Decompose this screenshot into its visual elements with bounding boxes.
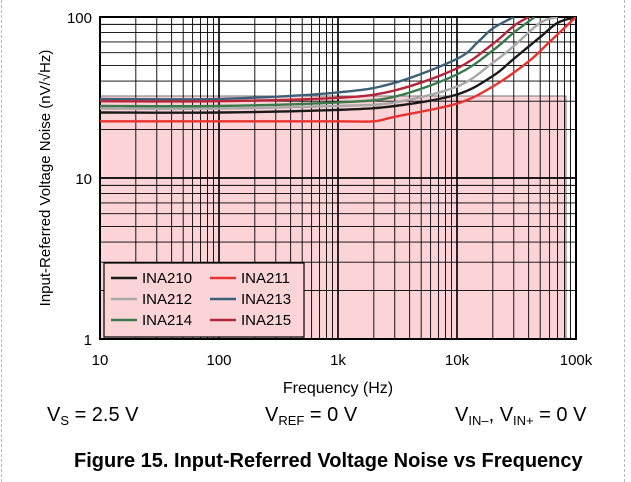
condition-vs-symbol: V xyxy=(47,404,61,426)
x-tick-label: 100 xyxy=(206,352,231,369)
series-line-ina210 xyxy=(100,17,576,114)
condition-vin-subscript-a: IN– xyxy=(468,413,489,428)
condition-vin: VIN–, VIN+ = 0 V xyxy=(455,404,586,428)
condition-vref-subscript: REF xyxy=(278,413,305,428)
legend-label-ina212: INA212 xyxy=(142,291,192,308)
condition-vref-symbol: V xyxy=(265,404,279,426)
legend-label-ina214: INA214 xyxy=(142,312,192,329)
x-tick-labels: 10 100 1k 10k 100k xyxy=(92,352,593,369)
x-tick-label: 10k xyxy=(445,352,470,369)
legend-label-ina210: INA210 xyxy=(142,270,192,287)
legend-box xyxy=(103,262,305,338)
legend-label-ina211: INA211 xyxy=(241,270,290,287)
legend: INA210 INA211 INA212 INA213 INA214 INA215 xyxy=(103,262,305,338)
y-tick-labels: 1 10 100 xyxy=(67,10,92,349)
x-tick-label: 1k xyxy=(330,352,346,369)
condition-vin-symbol-a: V xyxy=(455,404,469,426)
series-line-ina215 xyxy=(100,17,530,103)
y-tick-label: 10 xyxy=(75,171,92,188)
x-axis-label: Frequency (Hz) xyxy=(283,380,393,397)
condition-vs: VS = 2.5 V xyxy=(47,404,139,428)
plot-area xyxy=(99,16,577,340)
figure-caption: Figure 15. Input-Referred Voltage Noise … xyxy=(74,450,583,472)
condition-vs-subscript: S xyxy=(60,413,70,428)
x-tick-label: 100k xyxy=(560,352,593,369)
page-border-left xyxy=(1,0,2,482)
series-line-ina211 xyxy=(100,17,576,123)
condition-vin-symbol-b: , V xyxy=(488,404,514,426)
y-tick-label: 100 xyxy=(67,10,92,27)
page-border-right xyxy=(624,0,625,482)
series-layer xyxy=(100,17,576,123)
condition-vref: VREF = 0 V xyxy=(265,404,357,428)
condition-vref-value: = 0 V xyxy=(304,404,358,426)
legend-label-ina215: INA215 xyxy=(241,312,291,329)
legend-label-ina213: INA213 xyxy=(241,291,291,308)
condition-vin-value: = 0 V xyxy=(533,404,587,426)
series-line-ina213 xyxy=(100,17,515,101)
series-line-ina214 xyxy=(100,17,536,108)
y-axis-label: Input-Referred Voltage Noise (nV/√Hz) xyxy=(37,50,54,307)
series-line-ina212 xyxy=(100,17,558,110)
condition-vs-value: = 2.5 V xyxy=(69,404,139,426)
y-tick-label: 1 xyxy=(84,332,92,349)
x-tick-label: 10 xyxy=(92,352,109,369)
condition-vin-subscript-b: IN+ xyxy=(513,413,534,428)
